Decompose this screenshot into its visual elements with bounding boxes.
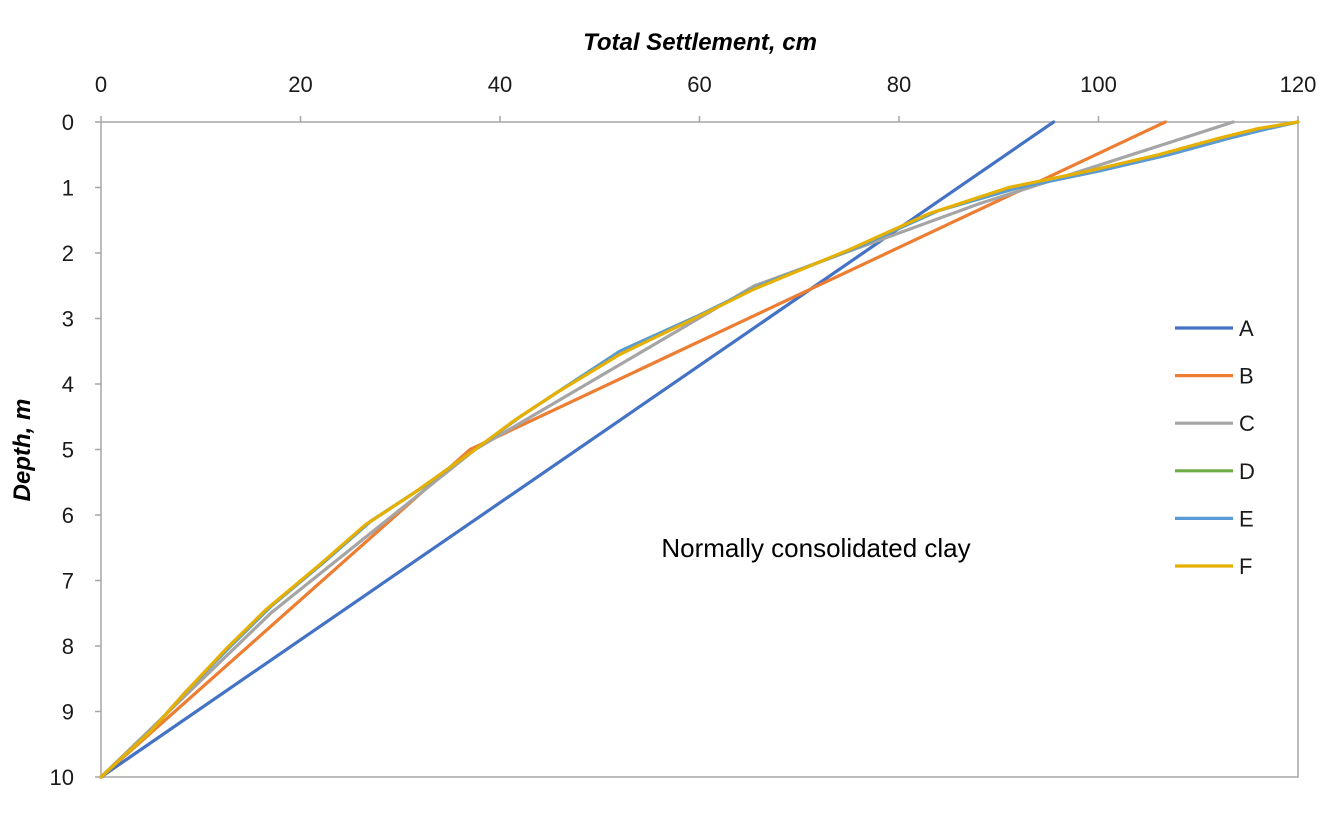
y-tick-label: 5 [62,438,74,463]
legend-label-f: F [1239,554,1252,579]
series-line-f [99,120,1300,779]
y-tick-label: 6 [62,503,74,528]
plot-area-border [100,121,1299,778]
y-tick-label: 1 [62,176,74,201]
legend-label-a: A [1239,316,1254,341]
x-tick-label: 120 [1280,72,1317,97]
y-tick-label: 4 [62,372,74,397]
y-tick-label: 9 [62,700,74,725]
legend-label-c: C [1239,411,1255,436]
legend-label-e: E [1239,506,1254,531]
x-tick-label: 20 [288,72,312,97]
x-tick-label: 100 [1080,72,1117,97]
x-axis-title: Total Settlement, cm [583,29,817,56]
x-axis-ticks: 0 20 40 60 80 100 120 [95,72,1316,122]
series-line-b [99,120,1167,779]
y-tick-label: 10 [50,765,74,790]
legend-label-d: D [1239,459,1255,484]
y-tick-label: 3 [62,307,74,332]
x-tick-label: 60 [687,72,711,97]
x-tick-label: 80 [887,72,911,97]
y-tick-label: 8 [62,634,74,659]
y-tick-label: 7 [62,569,74,594]
y-tick-label: 0 [62,110,74,135]
y-tick-label: 2 [62,241,74,266]
series-lines [99,120,1300,779]
legend-label-b: B [1239,364,1254,389]
series-line-c [99,120,1235,779]
chart-annotation: Normally consolidated clay [661,533,970,563]
x-tick-label: 0 [95,72,107,97]
y-axis-title: Depth, m [9,399,36,502]
series-line-e [99,120,1300,779]
series-line-d [99,120,1300,779]
x-tick-label: 40 [488,72,512,97]
y-axis-ticks: 0 1 2 3 4 5 6 7 8 9 10 [50,110,101,790]
